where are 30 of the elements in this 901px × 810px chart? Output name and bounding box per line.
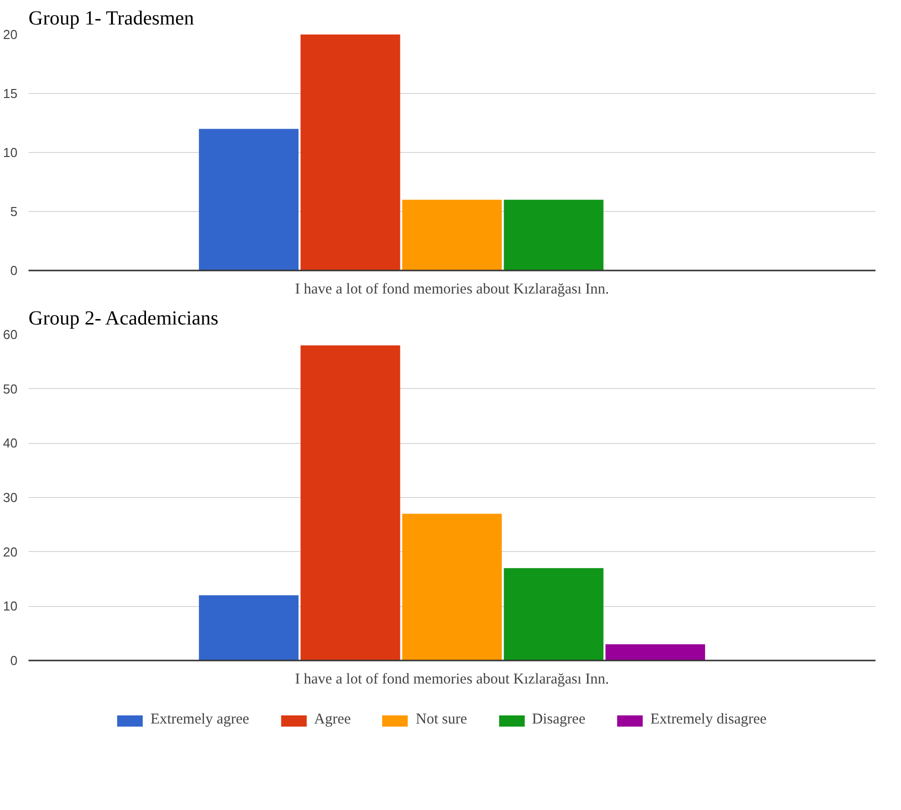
chart-title: Group 2- Academicians bbox=[28, 308, 219, 330]
bar bbox=[504, 568, 604, 660]
y-tick-label: 50 bbox=[3, 381, 18, 396]
y-tick-label: 40 bbox=[3, 436, 18, 451]
legend-label: Not sure bbox=[416, 712, 468, 728]
bar bbox=[504, 200, 604, 270]
y-tick-label: 0 bbox=[10, 263, 18, 278]
bar bbox=[402, 514, 502, 660]
bar bbox=[198, 595, 299, 660]
y-tick-label: 10 bbox=[3, 145, 18, 160]
bar bbox=[402, 200, 502, 270]
y-tick-label: 20 bbox=[3, 27, 18, 42]
bar bbox=[605, 644, 706, 660]
x-tick-label: I have a lot of fond memories about Kızlarağası Inn. bbox=[294, 672, 610, 688]
y-tick-label: 0 bbox=[10, 653, 18, 668]
y-tick-label: 5 bbox=[10, 204, 18, 219]
y-tick-label: 15 bbox=[3, 86, 18, 101]
bar bbox=[300, 34, 400, 270]
y-tick-label: 20 bbox=[3, 544, 18, 560]
legend-label: Disagree bbox=[532, 712, 586, 728]
x-tick-label: I have a lot of fond memories about Kızlarağası Inn. bbox=[294, 282, 610, 298]
legend-label: Agree bbox=[314, 712, 351, 728]
bar bbox=[198, 128, 299, 270]
y-tick-label: 10 bbox=[3, 598, 18, 614]
y-tick-label: 30 bbox=[3, 490, 18, 505]
bar bbox=[300, 345, 400, 660]
legend-label: Extremely disagree bbox=[650, 712, 767, 728]
chart-title: Group 1- Tradesmen bbox=[28, 8, 194, 30]
legend-label: Extremely agree bbox=[150, 712, 250, 728]
y-tick-label: 60 bbox=[3, 327, 18, 342]
